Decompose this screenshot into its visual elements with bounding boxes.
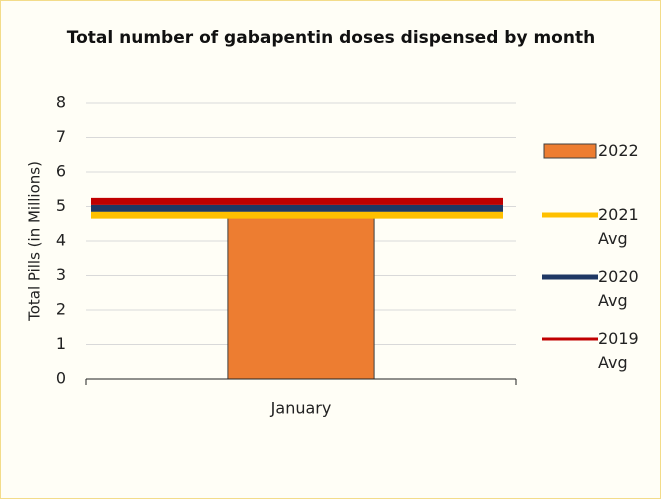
legend-label: 2022 xyxy=(598,141,639,160)
y-tick-label: 1 xyxy=(56,334,66,353)
y-axis-label: Total Pills (in Millions) xyxy=(26,161,44,322)
y-tick-label: 4 xyxy=(56,231,66,250)
y-tick-label: 2 xyxy=(56,300,66,319)
y-tick-label: 3 xyxy=(56,265,66,284)
y-tick-label: 5 xyxy=(56,196,66,215)
y-tick-label: 0 xyxy=(56,369,66,388)
legend-label: 2020 Avg xyxy=(598,267,639,310)
chart-title: Total number of gabapentin doses dispens… xyxy=(66,28,596,48)
legend-swatch xyxy=(543,143,597,159)
y-tick-label: 7 xyxy=(56,127,66,146)
bar xyxy=(227,216,375,380)
y-tick-label: 8 xyxy=(56,93,66,112)
legend-label: 2021 Avg xyxy=(598,205,639,248)
x-tick-label: January xyxy=(270,399,332,418)
legend-label: 2019 Avg xyxy=(598,329,639,372)
y-tick-label: 6 xyxy=(56,162,66,181)
